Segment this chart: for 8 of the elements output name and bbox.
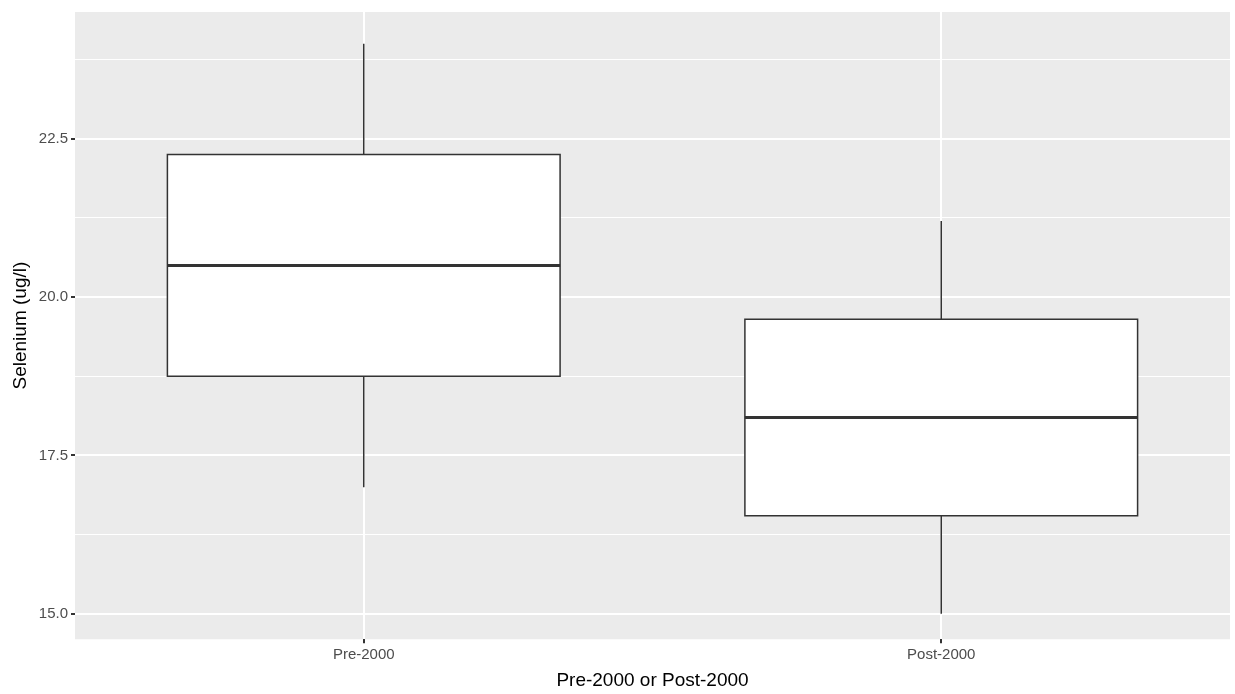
- y-tick-label: 17.5: [38, 445, 68, 463]
- x-axis-title: Pre-2000 or Post-2000: [556, 668, 749, 690]
- y-tick-label: 22.5: [38, 128, 68, 146]
- y-tick-label: 20.0: [38, 287, 68, 305]
- y-axis-title: Selenium (ug/l): [8, 261, 30, 390]
- x-tick-label: Post-2000: [907, 645, 976, 663]
- x-tick-label: Pre-2000: [332, 645, 395, 663]
- y-tick-label: 15.0: [38, 604, 68, 621]
